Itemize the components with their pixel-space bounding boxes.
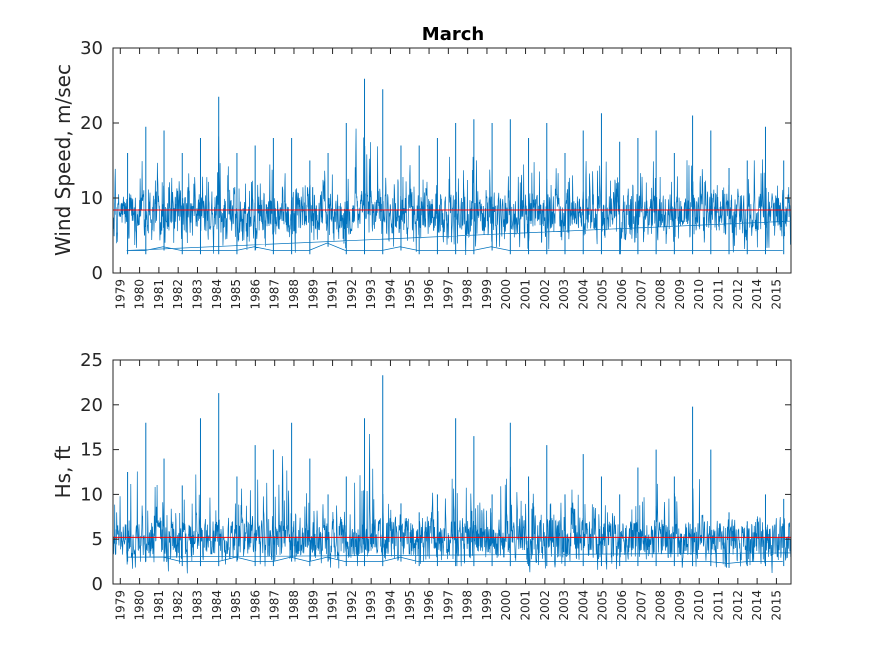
x-tick-label: 1986 bbox=[248, 590, 262, 621]
x-tick-label: 2012 bbox=[731, 279, 745, 310]
x-tick-label: 2014 bbox=[750, 590, 764, 621]
x-tick-label: 1980 bbox=[133, 590, 147, 621]
x-tick-label: 2005 bbox=[596, 590, 610, 621]
x-tick-label: 1999 bbox=[480, 279, 494, 310]
wind-speed-panel: March Wind Speed, m/sec 0 10 20 30 1979 1980 1… bbox=[51, 24, 792, 310]
x-tick-label: 1996 bbox=[422, 279, 436, 310]
x-tick-label: 2008 bbox=[654, 590, 668, 621]
y-tick-label: 5 bbox=[92, 529, 103, 550]
x-tick-label: 1979 bbox=[113, 279, 127, 310]
x-tick-label: 1988 bbox=[287, 590, 301, 621]
x-tick-label: 2000 bbox=[499, 279, 513, 310]
x-tick-label: 1982 bbox=[171, 279, 185, 310]
x-tick-label: 1992 bbox=[345, 590, 359, 621]
x-tick-label: 2005 bbox=[596, 279, 610, 310]
series-line bbox=[112, 128, 792, 255]
x-tick-label: 2007 bbox=[634, 279, 648, 310]
x-tick-label: 1993 bbox=[364, 279, 378, 310]
x-tick-label: 1995 bbox=[403, 590, 417, 621]
x-tick-label: 1982 bbox=[171, 590, 185, 621]
x-tick-label: 2008 bbox=[654, 279, 668, 310]
x-tick-label: 1984 bbox=[210, 279, 224, 310]
x-tick-label: 1983 bbox=[191, 279, 205, 310]
y-tick-label: 0 bbox=[92, 574, 103, 595]
x-tick-label: 2002 bbox=[538, 279, 552, 310]
axes-box bbox=[112, 359, 792, 585]
y-axis-label: Hs, ft bbox=[51, 445, 75, 498]
x-tick-label: 2004 bbox=[576, 279, 590, 310]
x-tick-label: 1983 bbox=[191, 590, 205, 621]
x-tick-label: 2006 bbox=[615, 590, 629, 621]
x-tick-label: 1985 bbox=[229, 590, 243, 621]
x-tick-label: 1991 bbox=[326, 279, 340, 310]
x-tick-label: 1980 bbox=[133, 279, 147, 310]
y-tick-label: 0 bbox=[92, 263, 103, 284]
x-tick-label: 1999 bbox=[480, 590, 494, 621]
x-tick-label: 1995 bbox=[403, 279, 417, 310]
x-tick-label: 2010 bbox=[692, 279, 706, 310]
x-tick-label: 1998 bbox=[461, 590, 475, 621]
x-tick-label: 1998 bbox=[461, 279, 475, 310]
x-tick-label: 1989 bbox=[306, 279, 320, 310]
axes-box bbox=[112, 47, 792, 274]
x-tick-label: 2003 bbox=[557, 279, 571, 310]
data-marks bbox=[112, 78, 792, 255]
series-line bbox=[112, 434, 792, 574]
x-tick-label: 2007 bbox=[634, 590, 648, 621]
x-tick-label: 1987 bbox=[268, 279, 282, 310]
x-tick-label: 1984 bbox=[210, 590, 224, 621]
x-tick-label: 1989 bbox=[306, 590, 320, 621]
y-tick-label: 10 bbox=[80, 188, 103, 209]
y-tick-label: 20 bbox=[80, 395, 103, 416]
wave-height-panel: Hs, ft 0 5 10 15 20 25 1979 1980 1981 1982 1983 198… bbox=[51, 350, 792, 621]
x-tick-label: 2014 bbox=[750, 279, 764, 310]
x-tick-label: 1993 bbox=[364, 590, 378, 621]
y-tick-label: 25 bbox=[80, 350, 103, 371]
x-tick-label: 2012 bbox=[731, 590, 745, 621]
x-tick-label: 1986 bbox=[248, 279, 262, 310]
x-tick-label: 1994 bbox=[384, 279, 398, 310]
x-tick-label: 1981 bbox=[152, 590, 166, 621]
x-tick-label: 2000 bbox=[499, 590, 513, 621]
x-tick-label: 2011 bbox=[712, 590, 726, 621]
x-tick-label: 1988 bbox=[287, 279, 301, 310]
chart-title: March bbox=[422, 24, 484, 45]
x-tick-label: 1979 bbox=[113, 590, 127, 621]
data-marks bbox=[112, 375, 792, 574]
x-tick-label: 2002 bbox=[538, 590, 552, 621]
x-tick-label: 2011 bbox=[712, 279, 726, 310]
y-tick-label: 10 bbox=[80, 484, 103, 505]
x-tick-label: 1992 bbox=[345, 279, 359, 310]
x-tick-label: 1994 bbox=[384, 590, 398, 621]
x-tick-label: 2010 bbox=[692, 590, 706, 621]
axis-ticks: 0 10 20 30 1979 1980 1981 1982 1983 1984 1985 1986 1… bbox=[80, 38, 791, 310]
y-tick-label: 15 bbox=[80, 440, 103, 461]
x-tick-label: 1996 bbox=[422, 590, 436, 621]
x-tick-label: 2001 bbox=[519, 590, 533, 621]
x-tick-label: 2001 bbox=[519, 279, 533, 310]
axis-ticks: 0 5 10 15 20 25 1979 1980 1981 1982 1983 1984 1985 19… bbox=[80, 350, 791, 621]
x-tick-label: 2003 bbox=[557, 590, 571, 621]
x-tick-label: 1985 bbox=[229, 279, 243, 310]
y-tick-label: 20 bbox=[80, 113, 103, 134]
x-tick-label: 2009 bbox=[673, 590, 687, 621]
y-axis-label: Wind Speed, m/sec bbox=[51, 64, 75, 256]
x-tick-label: 2015 bbox=[769, 590, 783, 621]
x-tick-label: 1997 bbox=[441, 279, 455, 310]
x-tick-label: 1981 bbox=[152, 279, 166, 310]
y-tick-label: 30 bbox=[80, 38, 103, 59]
x-tick-label: 2009 bbox=[673, 279, 687, 310]
x-tick-label: 1991 bbox=[326, 590, 340, 621]
x-tick-label: 2006 bbox=[615, 279, 629, 310]
x-tick-label: 2004 bbox=[576, 590, 590, 621]
x-tick-label: 1987 bbox=[268, 590, 282, 621]
x-tick-label: 2015 bbox=[769, 279, 783, 310]
x-tick-label: 1997 bbox=[441, 590, 455, 621]
